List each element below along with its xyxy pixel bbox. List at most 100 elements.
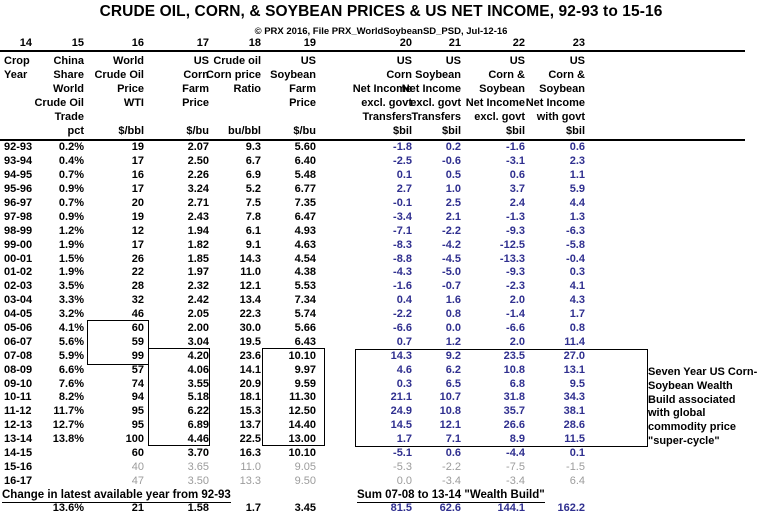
cell: 14.3 [239, 252, 261, 265]
column-header: Price [289, 97, 316, 110]
cell: 9.1 [245, 238, 261, 251]
cell: 11.4 [564, 335, 585, 348]
cell: 5.18 [187, 391, 209, 404]
cell: -3.4 [393, 210, 412, 223]
column-header: Price [182, 97, 209, 110]
cell [45, 460, 86, 474]
column-number: 23 [572, 37, 585, 49]
cell: 1.7 [396, 433, 412, 446]
cell: 6.4 [569, 474, 585, 487]
cell: 2.05 [187, 308, 209, 321]
cell: 60 [131, 322, 144, 335]
cell: 11.7% [53, 405, 84, 418]
row-label: 01-02 [4, 266, 33, 279]
cell: 9.50 [294, 474, 316, 487]
column-header: Corn price [205, 68, 261, 81]
cell: 14.40 [288, 419, 316, 432]
cell: -12.5 [499, 238, 525, 251]
cell: 0.4% [58, 155, 84, 168]
cell: -7.5 [506, 460, 525, 473]
column-header [211, 111, 263, 125]
cell: 10.10 [288, 447, 316, 460]
row-label: 12-13 [4, 419, 33, 432]
column-header: China [53, 54, 84, 67]
cell: 24.9 [390, 405, 412, 418]
column-header: Net Income [401, 82, 461, 95]
cell: 100 [125, 433, 144, 446]
table-row: 06-07 5.6% 59 3.04 19.5 6.43 0.7 1.2 2.0 11.4 [0, 335, 587, 349]
cell: -0.4 [566, 252, 585, 265]
cell: -3.1 [506, 155, 525, 168]
cell: 3.04 [187, 335, 209, 348]
cell: 6.1 [245, 224, 261, 237]
cell: -8.3 [393, 238, 412, 251]
footer-value: 162.2 [557, 502, 585, 515]
cell: 99 [131, 349, 144, 362]
column-header-line: Crude Oil WTI Price Price excl. govt excl. go… [0, 96, 587, 110]
cell: 2.26 [187, 169, 209, 182]
column-number: 14 [19, 37, 32, 49]
column-header: excl. govt [410, 97, 461, 110]
cell: -1.5 [566, 460, 585, 473]
cell: 74 [131, 377, 144, 390]
footer-value: 1.58 [187, 502, 209, 515]
row-label: 05-06 [4, 322, 33, 335]
column-header: World [53, 82, 84, 95]
table-row: 08-09 6.6% 57 4.06 14.1 9.97 4.6 6.2 10.8 13.1 [0, 363, 587, 377]
column-header-line: pct $/bbl $/bu bu/bbl $/bu $bil $bil $bil $bil [0, 125, 587, 139]
row-label: 98-99 [4, 224, 33, 237]
row-label: 11-12 [4, 405, 32, 418]
cell: 0.7% [58, 169, 84, 182]
column-header: Ratio [233, 82, 262, 95]
cell: 12.7% [52, 419, 84, 432]
table-row: 98-99 1.2% 12 1.94 6.1 4.93 -7.1 -2.2 -9.3 -6.3 [0, 224, 587, 238]
cell: 6.77 [294, 183, 316, 196]
column-header: Farm [289, 82, 316, 95]
wealth-build-annotation: Seven Year US Corn- Soybean Wealth Build a… [648, 366, 762, 449]
cell: 4.63 [294, 238, 316, 251]
column-header: excl. govt [361, 97, 412, 110]
footer-sum-label: Sum 07-08 to 13-14 "Wealth Build" [357, 489, 545, 503]
cell: 0.3 [569, 266, 585, 279]
column-header: Net Income [352, 82, 412, 95]
column-header [211, 96, 263, 110]
corn-price-highlight-box [148, 348, 210, 446]
cell: 3.65 [187, 460, 209, 473]
table-row: 93-94 0.4% 17 2.50 6.7 6.40 -2.5 -0.6 -3.1 2.3 [0, 155, 587, 169]
footer-value: 13.6% [52, 502, 84, 515]
cell: -3.4 [506, 474, 525, 487]
column-header: WTI [123, 97, 144, 110]
cell: 38.1 [563, 405, 585, 418]
cell: -6.6 [506, 322, 525, 335]
table-row: 05-06 4.1% 60 2.00 30.0 5.66 -6.6 0.0 -6.6 0.8 [0, 322, 587, 336]
row-label: 14-15 [4, 447, 33, 460]
column-header: $bil [442, 125, 461, 138]
cell: 12.50 [288, 405, 316, 418]
column-header: Crude Oil [34, 97, 84, 110]
cell: 14.1 [239, 363, 261, 376]
cell: 0.9% [58, 210, 84, 223]
cell: 6.40 [294, 155, 316, 168]
table-row: 02-03 3.5% 28 2.32 12.1 5.53 -1.6 -0.7 -2.3 4.1 [0, 280, 587, 294]
row-label: 02-03 [4, 280, 33, 293]
cell: -0.6 [442, 155, 461, 168]
soybean-price-highlight-box [262, 348, 325, 446]
cell: 2.3 [569, 155, 585, 168]
cell: 7.6% [58, 377, 84, 390]
row-label: 00-01 [4, 252, 33, 265]
cell: 2.32 [187, 280, 209, 293]
cell: 0.1 [396, 169, 412, 182]
cell: 0.2 [445, 141, 461, 154]
column-header: Corn [183, 68, 209, 81]
annotation-line: Soybean Wealth [648, 379, 733, 392]
cell: 11.0 [240, 460, 261, 473]
annotation-line: Seven Year US Corn- [648, 366, 758, 378]
crude-oil-price-highlight-box [87, 320, 149, 365]
column-header: World [113, 54, 144, 67]
cell: 9.5 [569, 377, 585, 390]
cell: 22.3 [239, 308, 261, 321]
cell [45, 474, 86, 488]
cell: -2.2 [393, 308, 412, 321]
column-header [0, 111, 45, 125]
cell: 0.9% [58, 183, 84, 196]
